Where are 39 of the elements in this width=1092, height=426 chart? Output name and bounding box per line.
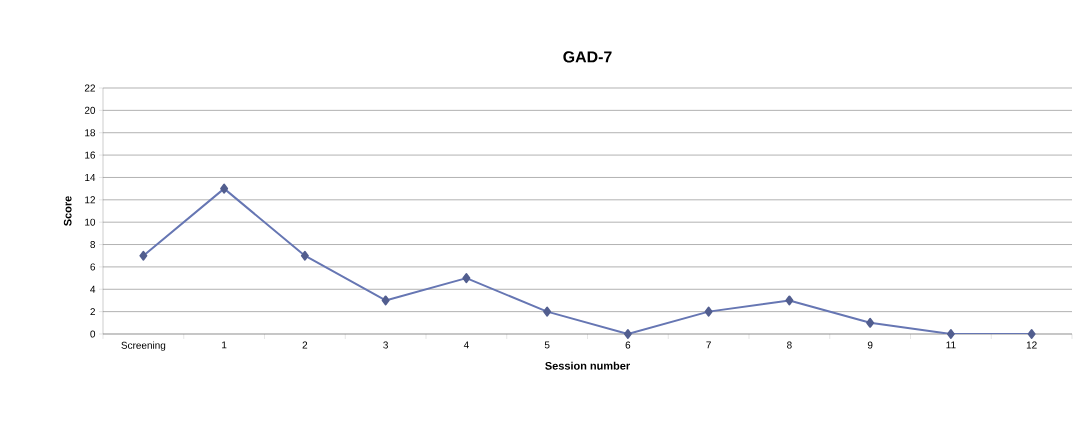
y-tick-label: 4 [90, 285, 96, 293]
x-tick-label: 11 [946, 341, 956, 349]
point [462, 273, 471, 284]
x-tick-label: Screening [121, 341, 166, 351]
y-tick-label: 10 [85, 218, 96, 226]
point [1027, 329, 1036, 339]
chart-title: GAD-7 [563, 51, 612, 63]
y-tick-label: 22 [84, 84, 95, 92]
y-tick-label: 20 [84, 106, 96, 114]
x-tick-label: 3 [383, 341, 388, 349]
y-tick-label: 12 [85, 196, 95, 204]
y-tick-label: 2 [90, 308, 95, 316]
point [866, 317, 875, 328]
point [785, 295, 794, 306]
x-tick-label: 2 [302, 341, 308, 349]
x-tick-label: 4 [463, 341, 469, 349]
point [220, 183, 229, 194]
x-tick-label: 8 [787, 341, 792, 349]
y-tick-label: 18 [85, 129, 96, 137]
point [946, 329, 955, 339]
x-tick-label: 9 [867, 341, 873, 349]
point [139, 250, 148, 261]
x-tick-label: 6 [625, 341, 631, 349]
x-tick-label: 12 [1026, 341, 1037, 349]
point [623, 329, 632, 339]
x-tick-label: 7 [706, 341, 711, 349]
point [543, 306, 552, 317]
y-tick-label: 16 [85, 151, 96, 159]
point [381, 295, 390, 306]
y-tick-label: 6 [90, 263, 96, 271]
point [300, 250, 309, 261]
y-tick-label: 0 [90, 330, 96, 338]
x-tick-label: 5 [544, 341, 550, 349]
y-axis-title: Score [63, 196, 72, 226]
point [704, 306, 713, 317]
y-tick-label: 14 [85, 174, 96, 181]
x-tick-label: 1 [222, 341, 227, 349]
y-tick-label: 8 [90, 241, 96, 249]
x-axis-title: Session number [545, 361, 630, 370]
